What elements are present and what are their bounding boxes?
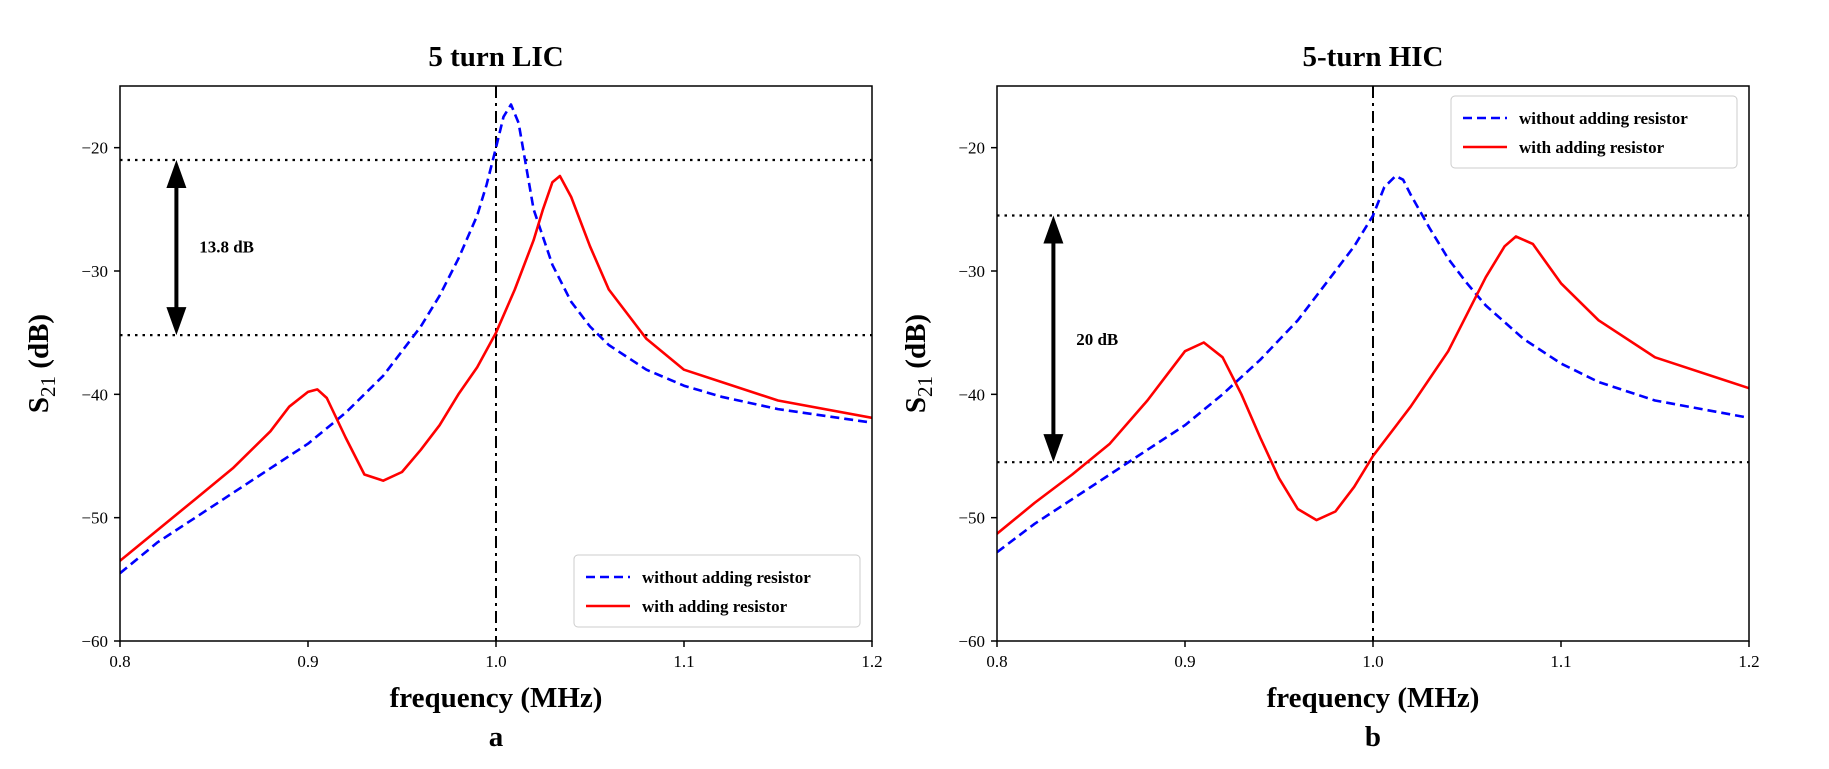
panel-b-y-tick-label: −30 [958,262,985,281]
panel-b-x-tick-label: 1.1 [1550,652,1571,671]
panel-a-legend-label: with adding resistor [642,597,788,616]
panel-b: 5-turn HIC 0.8 0.9 1.0 1.1 1.2 −60 −50 −40 −30 −2… [900,41,1760,753]
panel-b-y-tick-label: −20 [958,139,985,158]
panel-a-y-label-main: S [23,397,55,413]
panel-a-y-label-unit: (dB) [23,314,55,376]
panel-b-y-label-unit: (dB) [900,314,932,376]
panel-b-series-without-resistor [997,174,1749,554]
panel-a-x-tick-label: 1.1 [673,652,694,671]
panel-b-y-axis-label: S21 (dB) [900,314,937,413]
panel-b-y-label-sub: 21 [913,376,937,397]
panel-a-y-axis-label: S21 (dB) [23,314,60,413]
panel-a-arrow-head-down [166,307,187,336]
panel-b-x-axis-label: frequency (MHz) [1267,682,1480,714]
panel-a-y-label-sub: 21 [36,376,60,397]
panel-b-arrow-head-up [1043,215,1064,244]
panel-a-y-tick-label: −40 [81,385,108,404]
panel-a-legend-box [573,554,861,628]
panel-b-legend: without adding resistor with adding resis… [1450,95,1738,169]
panel-b-arrow-head-down [1043,434,1064,463]
panel-a-y-tick-label: −60 [81,632,108,651]
panel-a-letter: a [489,721,504,753]
panel-a-difference-label: 13.8 dB [199,237,254,256]
panel-a-y-tick-label: −50 [81,509,108,528]
panel-b-legend-label: with adding resistor [1519,138,1665,157]
panel-b-legend-box [1450,95,1738,169]
panel-b-x-tick-label: 0.9 [1174,652,1195,671]
panel-a-x-tick-label: 0.8 [109,652,130,671]
panel-b-legend-label: without adding resistor [1519,109,1688,128]
panel-a: 5 turn LIC 0.8 0.9 1.0 1.1 1.2 −60 −50 −40 −30 −2… [23,41,883,753]
panel-b-x-tick-label: 0.8 [986,652,1007,671]
panel-a-x-tick-label: 1.2 [861,652,882,671]
panel-a-arrow-head-up [166,160,187,188]
panel-a-legend-label: without adding resistor [642,568,811,587]
panel-a-x-tick-label: 1.0 [485,652,506,671]
panel-b-y-tick-label: −60 [958,632,985,651]
panel-b-letter: b [1365,721,1381,753]
panel-a-legend: without adding resistor with adding resis… [573,554,861,628]
panel-b-x-tick-label: 1.2 [1738,652,1759,671]
panel-a-x-tick-label: 0.9 [297,652,318,671]
panel-b-y-tick-label: −40 [958,385,985,404]
panel-b-x-tick-label: 1.0 [1362,652,1383,671]
panel-a-series-with-resistor [120,174,872,563]
panel-b-title: 5-turn HIC [1303,41,1444,73]
panel-a-series-without-resistor [120,103,872,575]
panel-a-y-tick-label: −30 [81,262,108,281]
panel-a-x-axis-label: frequency (MHz) [390,682,603,714]
panel-a-y-tick-label: −20 [81,139,108,158]
panel-b-series-with-resistor [997,235,1749,535]
panel-b-y-label-main: S [900,397,932,413]
panel-a-title: 5 turn LIC [428,41,563,73]
panel-b-difference-label: 20 dB [1076,330,1118,349]
panel-b-y-tick-label: −50 [958,509,985,528]
